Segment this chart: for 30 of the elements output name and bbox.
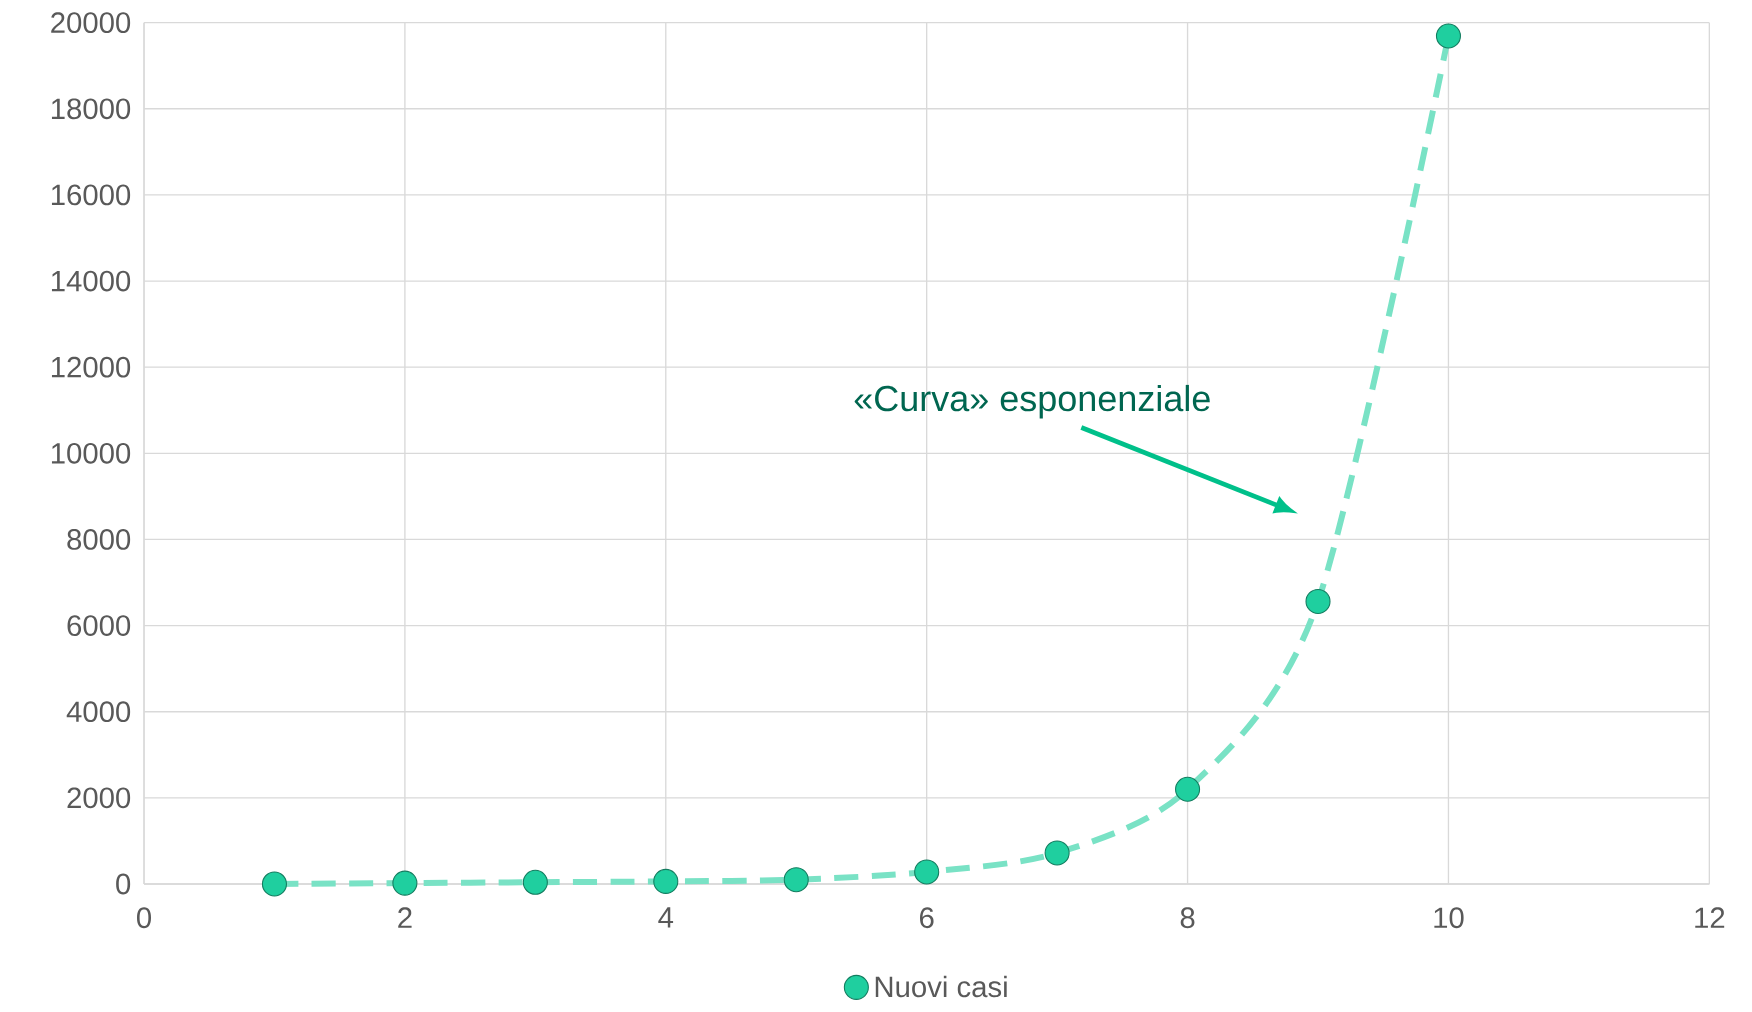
point (783, 867, 809, 893)
x-tick-label: 8 (1180, 907, 1195, 929)
point (1044, 840, 1070, 866)
point (522, 869, 548, 895)
x-tick-label: 10 (1434, 907, 1464, 929)
x-tick-label: 6 (920, 907, 934, 929)
y-tick-label: 6000 (67, 615, 131, 636)
point (1305, 588, 1331, 615)
y-tick-label: 16000 (51, 184, 131, 206)
annotation: «Curva» esponenziale (854, 384, 1210, 419)
y-tick-label: 4000 (66, 701, 131, 723)
y-tick-label: 14000 (51, 270, 131, 292)
y-tick-label: 8000 (67, 529, 131, 550)
x-tick-label: 4 (658, 907, 674, 928)
point (1435, 23, 1461, 49)
point (392, 870, 418, 896)
y-tick-label: 18000 (51, 98, 131, 120)
y-tick-label: 12000 (51, 356, 131, 378)
y-tick-label: 0 (116, 873, 131, 895)
x-tick-label: 12 (1695, 907, 1725, 928)
x-tick-label: 0 (137, 907, 152, 929)
point (1175, 776, 1201, 802)
point (914, 859, 940, 885)
x-tick-label: 2 (398, 907, 412, 928)
point (653, 868, 679, 894)
point (261, 871, 287, 897)
y-tick-label: 10000 (51, 442, 131, 464)
y-tick-label: 2000 (67, 787, 131, 809)
y-tick-label: 20000 (51, 12, 131, 34)
legend-label: Nuovi casi (875, 975, 1007, 998)
